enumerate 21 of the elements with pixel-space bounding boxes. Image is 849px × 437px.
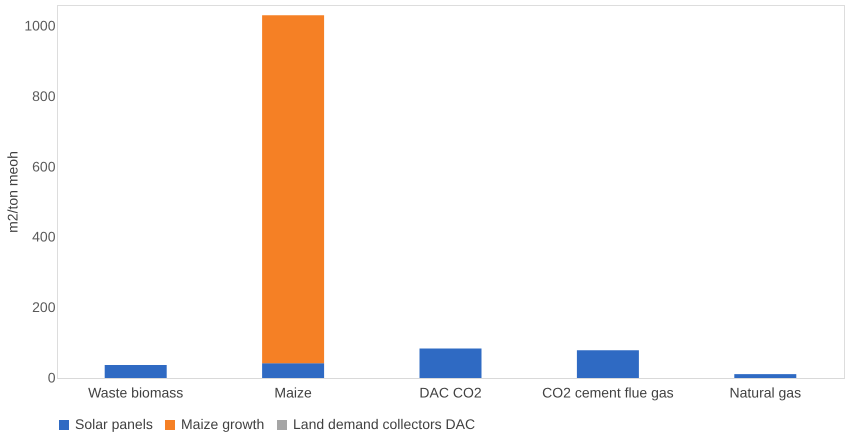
y-tick-label: 200 [32,299,56,316]
y-tick-label: 600 [32,158,56,174]
bar [262,363,324,378]
y-tick-label: 400 [32,228,56,245]
legend-label: Land demand collectors DAC [293,416,476,432]
x-tick-label: DAC CO2 [419,384,482,400]
bar [576,350,639,378]
bar [262,15,324,364]
legend-label: Solar panels [75,416,153,432]
y-tick-label: 800 [32,88,56,104]
x-tick-label: Waste biomass [88,384,184,400]
y-tick-label: 0 [48,370,56,386]
y-axis-title: m2/ton meoh [4,151,20,233]
bar [420,348,482,378]
legend-label: Maize growth [181,416,264,432]
y-tick-label: 1000 [24,18,56,34]
bar [104,364,167,378]
x-tick-label: Maize [274,384,312,400]
x-tick-label: Natural gas [730,384,802,400]
x-tick-label: CO2 cement flue gas [542,384,674,400]
bar [734,374,796,378]
